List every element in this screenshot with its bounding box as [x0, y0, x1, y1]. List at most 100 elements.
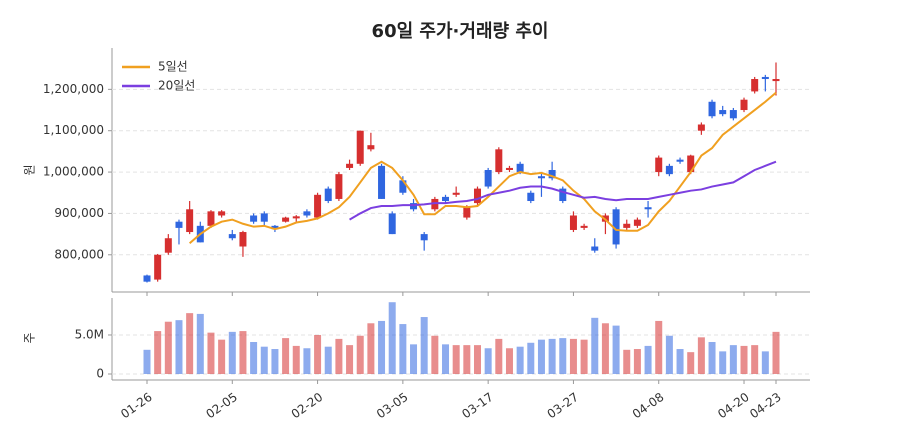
volume-bar	[761, 351, 769, 374]
volume-bar	[314, 334, 322, 374]
candle-body	[346, 163, 354, 168]
volume-bar	[697, 337, 705, 374]
volume-bar	[442, 344, 450, 374]
moving-average-line	[188, 91, 777, 244]
volume-bar	[175, 320, 183, 374]
volume-bar	[378, 320, 386, 374]
volume-bar	[250, 342, 258, 374]
candle-body	[463, 207, 471, 218]
x-tick-label: 02-05	[203, 390, 240, 420]
candle-body	[473, 188, 481, 204]
volume-bar	[367, 323, 375, 374]
candle-body	[655, 157, 663, 173]
moving-average-line	[349, 160, 777, 221]
volume-bar	[356, 335, 364, 374]
y-tick-label: 1,100,000	[43, 123, 104, 137]
candle-body	[175, 221, 183, 228]
x-tick-label: 03-27	[545, 390, 582, 420]
x-tick-label: 04-23	[747, 390, 784, 420]
candle-body	[495, 149, 503, 173]
volume-bar	[612, 325, 620, 374]
volume-bar	[431, 335, 439, 374]
x-tick-label: 02-20	[289, 390, 326, 420]
volume-bar	[420, 317, 428, 374]
volume-bar	[495, 338, 503, 374]
volume-bar	[282, 338, 290, 374]
candle-body	[484, 170, 492, 187]
volume-bar	[335, 338, 343, 374]
volume-bar	[218, 339, 226, 374]
volume-bar	[324, 346, 332, 374]
volume-bar	[186, 313, 194, 374]
volume-bar	[228, 331, 236, 374]
volume-bar	[548, 338, 556, 374]
volume-bar	[484, 348, 492, 374]
candle-body	[399, 180, 407, 193]
candle-body	[516, 163, 524, 173]
volume-bar	[569, 338, 577, 374]
volume-bar	[580, 339, 588, 374]
candle-body	[388, 213, 396, 235]
candle-body	[548, 170, 556, 179]
candle-body	[292, 216, 300, 219]
y-tick-label: 1,000,000	[43, 165, 104, 179]
x-tick-label: 03-17	[459, 390, 496, 420]
candle-body	[250, 215, 258, 222]
candle-body	[335, 174, 343, 199]
volume-bar	[452, 345, 460, 374]
y-axis-label: 주	[23, 332, 37, 343]
volume-bar	[751, 345, 759, 374]
candle-body	[378, 165, 386, 199]
volume-bar	[537, 339, 545, 374]
x-tick-label: 04-08	[630, 390, 667, 420]
x-tick-label: 03-05	[374, 390, 411, 420]
volume-bar	[292, 345, 300, 374]
candle-body	[442, 196, 450, 202]
candle-body	[505, 167, 513, 170]
volume-bar	[303, 348, 311, 374]
y-tick-label: 800,000	[54, 247, 104, 261]
candle-body	[282, 217, 290, 222]
volume-bar	[505, 348, 513, 374]
chart-title: 60일 주가·거래량 추이	[372, 21, 549, 42]
volume-bar	[719, 351, 727, 374]
candle-body	[420, 234, 428, 241]
candle-body	[697, 124, 705, 131]
volume-bar	[473, 345, 481, 374]
candle-body	[431, 198, 439, 210]
y-tick-label: 900,000	[54, 206, 104, 220]
candle-body	[633, 219, 641, 226]
candle-body	[559, 188, 567, 202]
candle-body	[356, 130, 364, 164]
candle-body	[537, 176, 545, 179]
volume-bar	[665, 335, 673, 374]
candle-body	[719, 110, 727, 115]
x-tick-label: 04-20	[715, 390, 752, 420]
candle-body	[687, 155, 695, 173]
y-tick-label: 1,200,000	[43, 82, 104, 96]
candle-body	[644, 207, 652, 210]
volume-bar	[271, 349, 279, 374]
volume-bar	[633, 349, 641, 374]
candle-body	[271, 225, 279, 230]
volume-bar	[623, 349, 631, 374]
volume-bar	[687, 352, 695, 374]
candle-body	[367, 145, 375, 150]
candle-body	[761, 76, 769, 80]
candle-body	[740, 99, 748, 111]
candle-body	[729, 110, 737, 119]
volume-bar	[591, 317, 599, 374]
candle-body	[314, 194, 322, 218]
candle-body	[569, 215, 577, 230]
volume-bar	[143, 349, 151, 374]
candle-body	[410, 203, 418, 210]
volume-bar	[239, 331, 247, 374]
candle-body	[751, 79, 759, 92]
y-tick-label: 0	[96, 366, 104, 380]
legend-label: 20일선	[158, 79, 195, 93]
volume-bar	[516, 346, 524, 374]
candle-body	[591, 246, 599, 251]
volume-bar	[260, 346, 268, 374]
candle-body	[218, 211, 226, 216]
